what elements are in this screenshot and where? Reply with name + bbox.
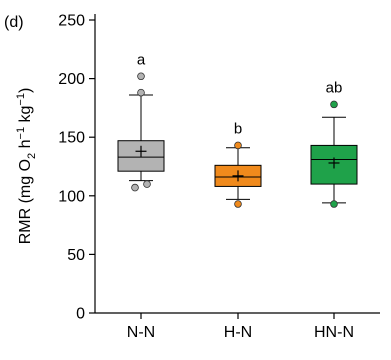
- y-axis-label-part: ): [17, 88, 34, 93]
- y-axis-label-part: 2: [26, 153, 38, 159]
- y-axis-label-part: −1: [15, 93, 27, 106]
- x-tick-label: HN-N: [314, 324, 354, 341]
- y-axis-label-part: kg: [17, 106, 34, 127]
- axes: 0 50 100 150 200 250 N-N H-N HN-N: [58, 13, 380, 341]
- outlier-point: [234, 200, 242, 208]
- y-axis-label-part: −1: [15, 127, 27, 140]
- outlier-point: [143, 180, 151, 188]
- box-group-hn-n: ab: [310, 79, 358, 208]
- significance-letter: ab: [326, 79, 343, 96]
- y-axis-label: RMR (mg O2 h−1 kg−1): [15, 88, 38, 245]
- y-tick-label: 150: [58, 130, 85, 147]
- outlier-point: [330, 200, 338, 208]
- outlier-point: [137, 88, 145, 97]
- box-group-h-n: b: [214, 120, 262, 208]
- y-axis-title: RMR (mg O2 h−1 kg−1): [15, 88, 38, 245]
- outlier-point: [234, 141, 242, 150]
- y-tick-label: 250: [58, 13, 85, 30]
- y-axis-label-part: h: [17, 139, 34, 152]
- panel-label: (d): [4, 14, 24, 31]
- outlier-point: [131, 183, 139, 192]
- outlier-point: [330, 100, 338, 109]
- significance-letter: b: [234, 120, 242, 137]
- y-tick-label: 100: [58, 188, 85, 205]
- y-tick-label: 200: [58, 71, 85, 88]
- y-tick-label: 50: [67, 247, 85, 264]
- y-axis-label-part: RMR (mg O: [17, 159, 34, 244]
- y-tick-label: 0: [76, 306, 85, 323]
- x-tick-label: H-N: [224, 324, 252, 341]
- box-group-n-n: a: [117, 51, 165, 192]
- significance-letter: a: [137, 51, 146, 68]
- x-tick-label: N-N: [127, 324, 155, 341]
- outlier-point: [137, 72, 145, 81]
